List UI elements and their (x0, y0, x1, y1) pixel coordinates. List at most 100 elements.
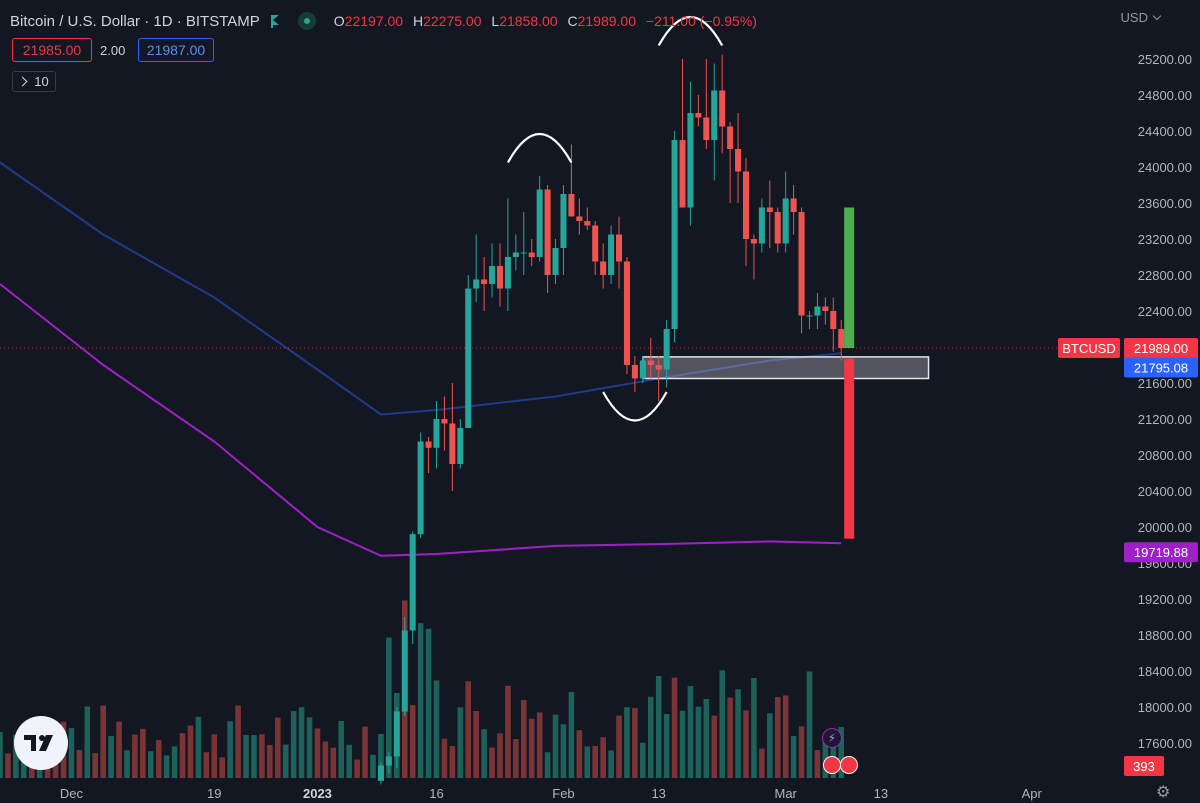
volume-tag: 393 (1133, 759, 1155, 774)
spread-value: 2.00 (100, 42, 126, 58)
volume-bar (251, 734, 257, 778)
volume-bar (671, 677, 678, 778)
candle-body (512, 252, 519, 257)
candle-body (544, 189, 551, 275)
volume-bar (687, 686, 694, 778)
ma-slow-line (0, 283, 842, 557)
volume-bar (782, 695, 789, 778)
time-tick-label: Mar (774, 786, 797, 801)
price-tick-label: 23200.00 (1138, 232, 1192, 247)
candle-body (758, 207, 765, 244)
candle-body (782, 198, 789, 244)
volume-bar (774, 696, 781, 778)
volume-bar (116, 721, 122, 778)
candle-body (536, 189, 543, 257)
price-tick-label: 25200.00 (1138, 52, 1192, 67)
flash-event-icon[interactable]: ⚡ (822, 728, 842, 748)
currency-selector[interactable]: USD (1121, 10, 1162, 25)
volume-bar (560, 724, 567, 778)
volume-bar (108, 736, 114, 778)
tradingview-logo-icon[interactable] (14, 716, 68, 770)
volume-bar (338, 720, 345, 778)
volume-bar (386, 637, 392, 778)
flag-icon[interactable] (270, 14, 282, 28)
candle-body (822, 306, 829, 311)
volume-bar (68, 728, 75, 778)
symbol-title[interactable]: Bitcoin / U.S. Dollar · 1D · BITSTAMP (10, 12, 260, 30)
target-down-bar (844, 358, 855, 539)
candle-body (695, 113, 702, 118)
us-event-icon[interactable] (823, 756, 841, 774)
candle-body (647, 360, 654, 365)
indicators-toggle[interactable]: 10 (12, 71, 56, 92)
volume-bar (528, 718, 535, 778)
time-tick-label: Apr (1022, 786, 1043, 801)
symbol-tag-bg (1058, 337, 1120, 358)
volume-bar (259, 734, 265, 778)
candle-body (711, 90, 718, 140)
volume-bar (76, 749, 83, 778)
price-tick-label: 18000.00 (1138, 700, 1192, 715)
volume-bar (378, 733, 384, 778)
candle-body (576, 216, 583, 221)
chevron-down-icon (1152, 11, 1162, 20)
candle-body (790, 198, 797, 212)
candle-body (393, 711, 400, 757)
volume-bar (695, 706, 702, 778)
candle-body (465, 288, 472, 428)
volume-bar (441, 738, 448, 778)
volume-bar (536, 712, 543, 778)
settings-gear-icon[interactable]: ⚙ (1156, 784, 1171, 801)
sell-price-button[interactable]: 21985.00 (12, 38, 92, 62)
volume-bar (21, 755, 27, 778)
candle-body (742, 171, 750, 239)
volume-bar (13, 734, 19, 778)
buy-price-button[interactable]: 21987.00 (138, 38, 214, 62)
volume-bar (513, 739, 519, 778)
time-tick-label: 16 (429, 786, 443, 801)
candle-body (671, 140, 678, 329)
volume-bar (330, 747, 337, 778)
us-event-icon[interactable] (840, 756, 858, 774)
candle-body (774, 212, 781, 244)
candle-body (806, 315, 813, 317)
volume-bar (655, 675, 662, 778)
volume-bar (759, 748, 765, 778)
candle-body (449, 423, 456, 464)
volume-bar (719, 670, 725, 778)
time-tick-label: Dec (60, 786, 84, 801)
symbol-tag: BTCUSD (1062, 341, 1115, 356)
candle-body (608, 234, 615, 275)
price-tick-label: 21200.00 (1138, 412, 1192, 427)
volume-bar (227, 721, 233, 778)
candle-body (592, 225, 599, 262)
volume-bar (584, 746, 591, 778)
time-tick-label: 2023 (303, 786, 332, 801)
candle-body (417, 441, 424, 535)
price-tick-label: 24400.00 (1138, 124, 1192, 139)
close-value: 21989.00 (577, 13, 637, 29)
volume-bar (433, 680, 440, 778)
candle-body (639, 360, 646, 379)
volume-bar (219, 757, 225, 778)
price-tick-label: 22800.00 (1138, 268, 1192, 283)
volume-bar (132, 734, 138, 778)
candle-body (385, 756, 392, 766)
volume-bar (679, 710, 686, 778)
volume-bar (409, 705, 416, 778)
volume-bar (798, 726, 805, 778)
market-status-icon[interactable] (297, 12, 316, 30)
volume-tag-bg (1124, 756, 1164, 776)
volume-bar (290, 711, 297, 778)
price-axis-bg (1120, 0, 1200, 803)
candle-body (441, 419, 448, 424)
candle-body (687, 113, 694, 208)
volume-bar (457, 707, 464, 778)
support-zone (642, 356, 930, 380)
candle-body (481, 279, 488, 284)
volume-bar (298, 707, 305, 778)
price-tick-label: 20000.00 (1138, 520, 1192, 535)
volume-bar (322, 741, 329, 778)
volume-bar (544, 752, 551, 778)
